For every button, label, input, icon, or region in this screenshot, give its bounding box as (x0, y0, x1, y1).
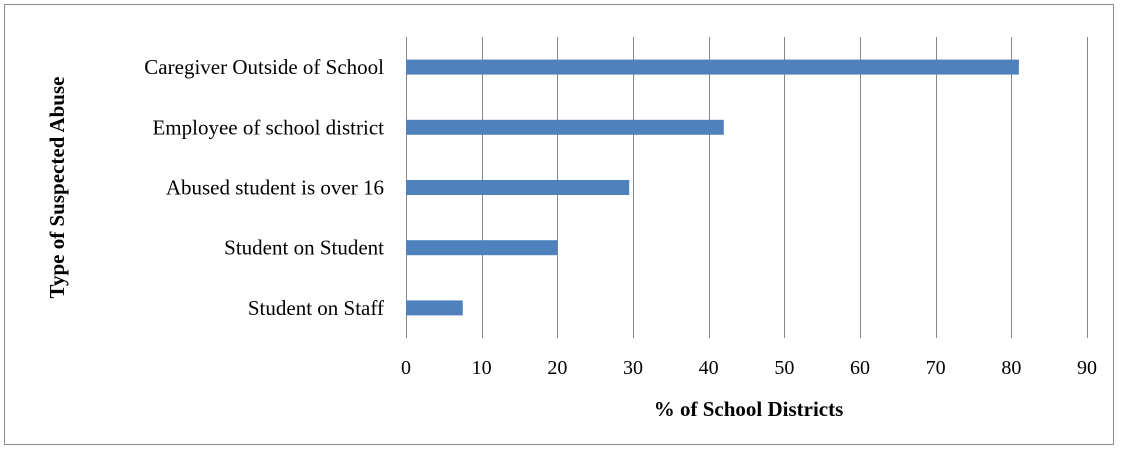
x-tick-label-0: 0 (401, 357, 411, 379)
x-tick-label-20: 20 (547, 357, 567, 379)
x-tick-label-50: 50 (774, 357, 794, 379)
category-label-4: Student on Student (224, 236, 384, 260)
bar-5 (406, 300, 463, 316)
bar-4 (406, 240, 558, 256)
x-tick-labels: 0 10 20 30 40 50 60 70 80 90 (401, 357, 1097, 379)
x-axis-title: % of School Districts (654, 397, 844, 421)
x-tick-label-30: 30 (623, 357, 643, 379)
category-label-5: Student on Staff (248, 296, 384, 320)
y-axis-title: Type of Suspected Abuse (45, 77, 69, 299)
bar-2 (406, 119, 724, 135)
x-tick-label-70: 70 (926, 357, 946, 379)
x-tick-label-80: 80 (1001, 357, 1021, 379)
chart-frame (4, 4, 1114, 445)
bar-3 (406, 180, 630, 195)
category-labels: Caregiver Outside of School Employee of s… (144, 55, 384, 320)
category-label-1: Caregiver Outside of School (144, 55, 384, 79)
bar-1 (406, 59, 1019, 75)
category-label-3: Abused student is over 16 (166, 176, 384, 200)
bars (406, 59, 1019, 316)
grid-lines (406, 37, 1088, 338)
x-tick-label-40: 40 (699, 357, 719, 379)
x-tick-label-60: 60 (850, 357, 870, 379)
x-tick-label-10: 10 (472, 357, 492, 379)
x-tick-label-90: 90 (1077, 357, 1097, 379)
category-label-2: Employee of school district (152, 115, 384, 139)
